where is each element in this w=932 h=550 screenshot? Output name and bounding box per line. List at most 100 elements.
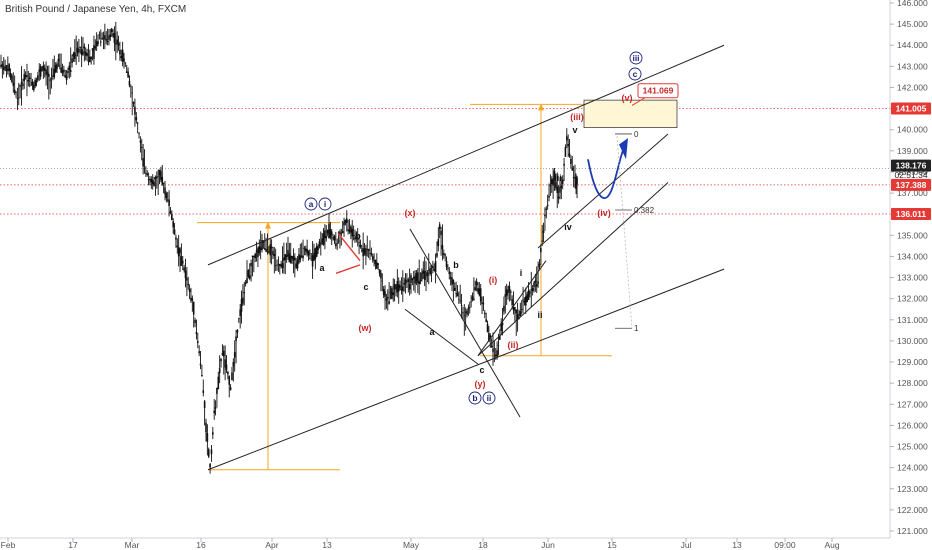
y-tick-label: 139.000 — [897, 146, 928, 156]
candle-body — [318, 241, 321, 247]
candle-body — [462, 312, 464, 314]
candle-body — [381, 280, 384, 282]
candle-body — [45, 69, 47, 76]
candle-body — [370, 252, 373, 255]
candle-body — [287, 249, 289, 257]
wave-label: i — [324, 199, 326, 209]
candle-body — [158, 169, 161, 176]
candle-body — [84, 51, 87, 56]
candle-body — [486, 323, 489, 333]
candle-body — [145, 172, 147, 174]
candle-body — [60, 67, 62, 73]
candle-body — [300, 255, 303, 257]
x-tick-label: 16 — [196, 540, 206, 550]
candle-body — [179, 248, 181, 254]
candle-body — [388, 301, 390, 304]
candle-body — [468, 307, 471, 308]
candle-body — [164, 187, 166, 195]
candle-body — [546, 204, 549, 207]
candle-body — [303, 247, 306, 249]
candle-body — [184, 270, 187, 279]
candle-body — [283, 257, 285, 261]
candle-body — [125, 71, 128, 73]
wave-label: a — [429, 327, 435, 337]
projection-curve — [587, 142, 627, 199]
candle-body — [407, 279, 410, 283]
tag-136011-text: 136.011 — [896, 209, 927, 219]
candle-body — [299, 255, 302, 260]
candle-body — [471, 296, 474, 300]
wave-label: c — [479, 365, 484, 375]
candle-body — [285, 254, 288, 257]
candle-body — [147, 179, 150, 181]
candle-body — [104, 35, 106, 40]
candle-body — [378, 269, 381, 274]
candle-body — [348, 230, 351, 232]
candle-body — [542, 230, 545, 233]
candle-body — [108, 35, 110, 40]
candle-body — [24, 75, 27, 78]
candle-body — [332, 237, 334, 239]
candle-body — [199, 363, 202, 366]
candle-body — [19, 85, 21, 87]
x-tick-label: Apr — [265, 540, 278, 550]
chart-title: British Pound / Japanese Yen, 4h, FXCM — [5, 4, 187, 15]
projection-arrowhead — [619, 138, 628, 160]
rising-wave-line — [477, 260, 547, 356]
candle-body — [68, 65, 71, 71]
candle-body — [425, 276, 427, 278]
candle-body — [534, 280, 537, 283]
candle-body — [191, 298, 194, 301]
wave-label: a — [309, 199, 314, 209]
candle-body — [180, 256, 183, 266]
candle-body — [270, 246, 273, 249]
candle-body — [291, 255, 293, 259]
candle-body — [493, 348, 496, 350]
candle-body — [132, 102, 135, 104]
candle-body — [448, 271, 451, 274]
inner-lower-channel-line — [477, 182, 669, 357]
candle-body — [205, 422, 207, 433]
candle-body — [557, 196, 560, 199]
x-tick-label: 13 — [322, 540, 332, 550]
candle-body — [266, 251, 269, 253]
candle-body — [288, 253, 291, 263]
x-tick-label: 13 — [732, 540, 742, 550]
candle-body — [414, 275, 416, 284]
candle-body — [140, 146, 143, 148]
candle-body — [120, 55, 123, 59]
candle-body — [136, 122, 139, 124]
candle-body — [123, 58, 125, 62]
candle-body — [544, 214, 546, 217]
candle-body — [320, 243, 322, 245]
candle-body — [124, 62, 127, 64]
candle-body — [251, 255, 254, 257]
candle-body — [11, 75, 13, 83]
candle-body — [7, 69, 9, 71]
candle-body — [341, 231, 344, 233]
descending-line-1 — [409, 228, 521, 418]
x-tick-label: 18 — [478, 540, 488, 550]
candle-body — [75, 54, 77, 56]
candle-body — [484, 312, 486, 315]
candle-body — [516, 314, 519, 320]
candle-body — [537, 281, 539, 284]
candle-body — [279, 264, 281, 266]
candle-body — [227, 371, 229, 375]
candle-body — [42, 65, 45, 71]
candle-body — [406, 287, 408, 288]
candle-body — [231, 372, 233, 381]
tag-141005-text: 141.005 — [896, 103, 927, 113]
candle-body — [384, 291, 386, 297]
wave-label: b — [453, 260, 459, 270]
candle-body — [535, 284, 538, 287]
candle-body — [322, 233, 325, 245]
candle-body — [482, 303, 485, 305]
candle-body — [259, 247, 262, 251]
candle-body — [399, 285, 401, 288]
candle-body — [555, 181, 557, 188]
candle-body — [5, 65, 8, 72]
candle-body — [382, 288, 385, 296]
x-tick-label: May — [403, 540, 420, 550]
